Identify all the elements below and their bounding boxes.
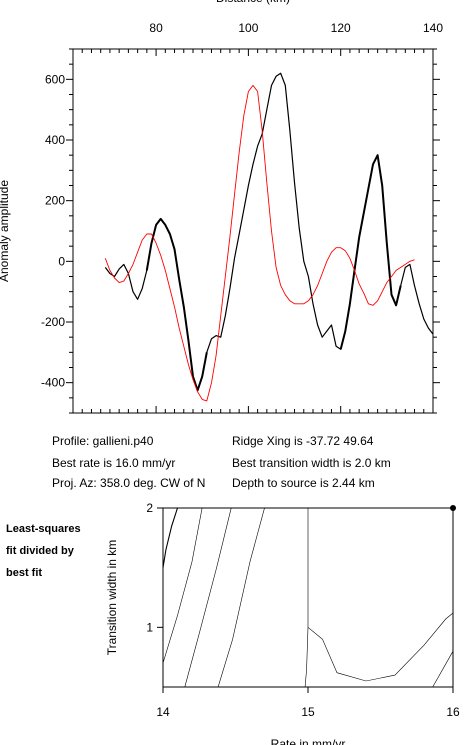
x-tick-label: 140 bbox=[423, 21, 443, 35]
observed-profile-bold-segment bbox=[145, 217, 208, 392]
x-axis-title: Distance (km) bbox=[216, 0, 290, 5]
ridge-crossing-text: Ridge Xing is -37.72 49.64 bbox=[232, 434, 374, 448]
contour-y-axis-title: Transition width in km bbox=[105, 540, 119, 656]
depth-to-source-text: Depth to source is 2.44 km bbox=[232, 476, 375, 490]
projection-azimuth-text: Proj. Az: 358.0 deg. CW of N bbox=[52, 476, 206, 490]
contour-line bbox=[432, 651, 454, 688]
contour-y-tick-label: 1 bbox=[146, 620, 153, 634]
model-profile-line bbox=[104, 84, 415, 402]
contour-x-tick-label: 14 bbox=[156, 705, 170, 719]
contour-line bbox=[304, 508, 309, 688]
x-tick-label: 80 bbox=[149, 21, 163, 35]
x-tick-label: 100 bbox=[238, 21, 258, 35]
y-axis-title: Anomaly amplitude bbox=[0, 180, 11, 282]
contour-y-tick-label: 2 bbox=[146, 501, 153, 515]
contour-line bbox=[162, 507, 203, 664]
contour-x-tick-label: 15 bbox=[301, 705, 315, 719]
side-note-line-1: Least-squares bbox=[6, 523, 81, 535]
side-note-line-2: fit divided by bbox=[6, 545, 74, 557]
best-rate-text: Best rate is 16.0 mm/yr bbox=[52, 456, 176, 470]
contour-line bbox=[162, 507, 179, 568]
y-tick-label: 200 bbox=[45, 194, 65, 208]
y-tick-label: 600 bbox=[45, 72, 65, 86]
best-fit-marker bbox=[450, 505, 456, 511]
contour-x-tick-label: 16 bbox=[446, 705, 460, 719]
y-tick-label: -400 bbox=[41, 376, 65, 390]
contour-x-axis-title: Rate in mm/yr bbox=[271, 737, 346, 745]
plot-frame bbox=[72, 48, 434, 414]
y-tick-label: 400 bbox=[45, 133, 65, 147]
y-tick-label: -200 bbox=[41, 315, 65, 329]
profile-chart: 80 100 120 140 600 400 200 0 -200 -400 Distance (k… bbox=[0, 0, 443, 414]
contour-line bbox=[184, 507, 232, 688]
misfit-contour-chart: 14 15 16 1 2 Rate in mm/yr Transition width in… bbox=[105, 501, 460, 745]
profile-name-text: Profile: gallieni.p40 bbox=[52, 434, 154, 448]
best-transition-width-text: Best transition width is 2.0 km bbox=[232, 456, 391, 470]
contour-line bbox=[307, 612, 454, 682]
side-note-line-3: best fit bbox=[6, 567, 43, 579]
x-tick-label: 120 bbox=[331, 21, 351, 35]
y-tick-label: 0 bbox=[58, 254, 65, 268]
observed-profile-bold-segment bbox=[339, 154, 402, 350]
contour-line bbox=[217, 507, 265, 688]
